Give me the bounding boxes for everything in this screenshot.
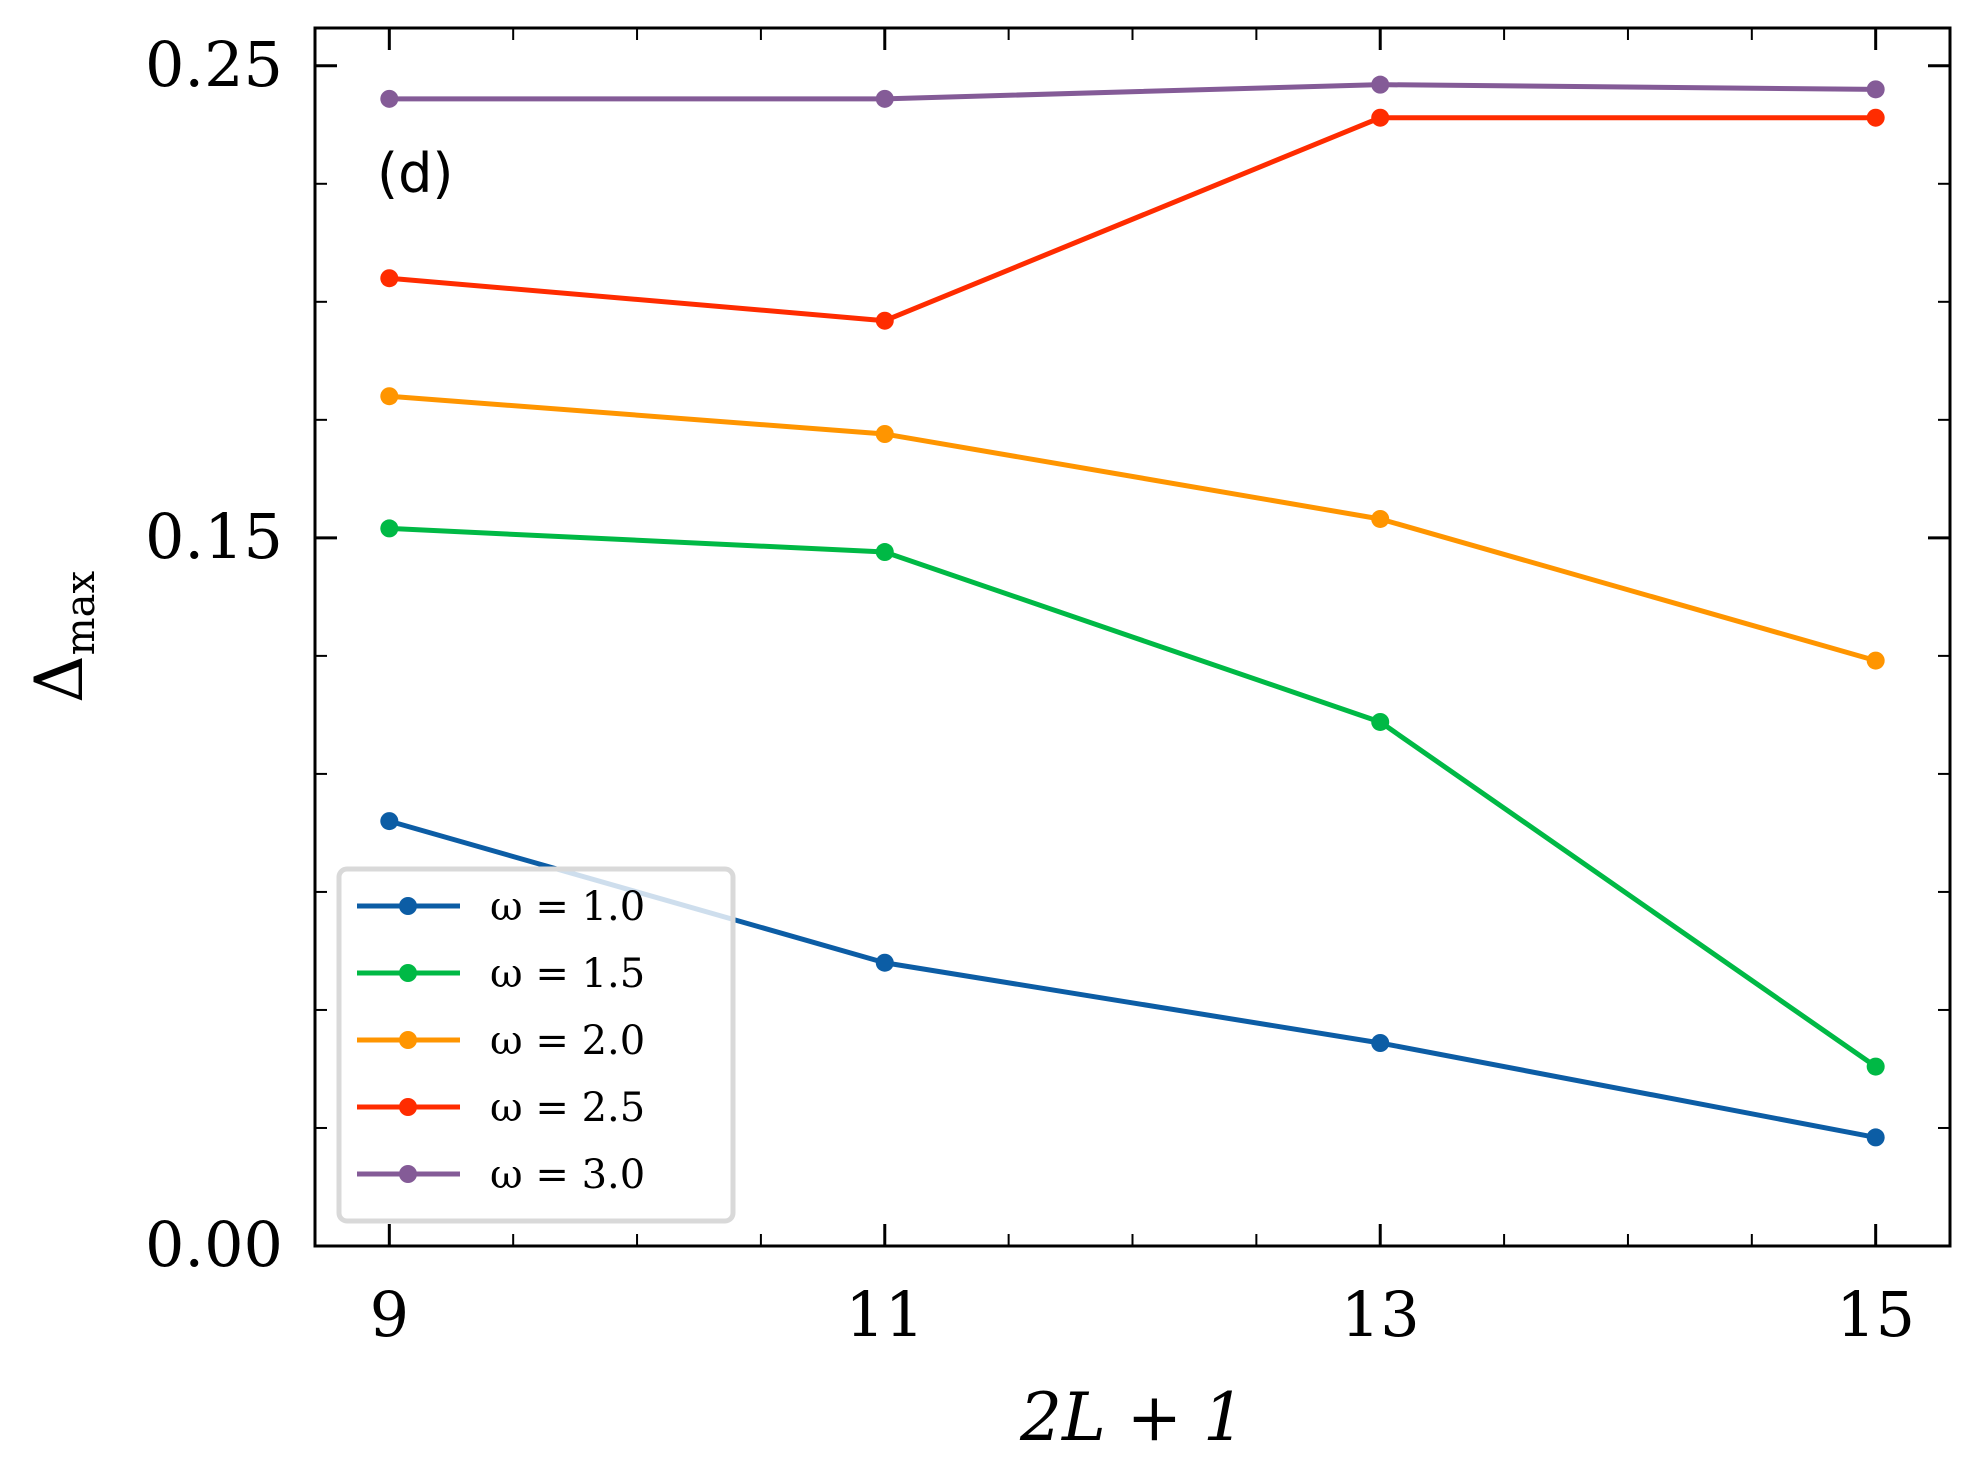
legend-entry: ω = 1.5 [357,951,645,997]
data-point [1866,80,1885,99]
data-point [1371,108,1390,127]
x-tick-label: 15 [1836,1278,1915,1351]
y-tick-labels: 0.00 0.15 0.25 [145,28,283,1281]
data-point [875,311,894,330]
data-point [1371,75,1390,94]
data-point [1371,1034,1390,1052]
x-tick-label: 11 [845,1278,924,1351]
data-point [1866,1128,1885,1147]
data-point [380,89,399,108]
axis-ticks [315,28,1950,1248]
y-tick-label: 0.15 [145,500,283,573]
legend-marker [399,1165,417,1183]
panel-label: (d) [377,142,453,205]
data-point [380,269,399,288]
plot-frame [313,26,1952,1248]
data-point [1866,108,1885,127]
legend-marker [399,1098,417,1116]
data-point [1371,509,1390,528]
legend-label: ω = 2.5 [490,1085,645,1131]
y-tick-label: 0.00 [145,1208,283,1281]
data-point [1371,712,1390,731]
data-point [1866,1057,1885,1076]
y-axis-label-subscript: max [58,571,104,656]
data-point [380,519,399,538]
legend-label: ω = 2.0 [490,1018,645,1064]
y-axis-label: Δmax [21,571,104,703]
series-line [389,525,1878,1069]
legend: ω = 1.0 ω = 1.5 ω = 2.0 ω = 2.5 ω = 3.0 [336,866,736,1224]
x-tick-labels: 9 11 13 15 [370,1278,1916,1351]
legend-entry: ω = 2.5 [357,1085,645,1131]
data-point [380,387,399,406]
series-line [389,82,1876,102]
legend-label: ω = 3.0 [490,1152,645,1198]
legend-label: ω = 1.5 [490,951,645,997]
data-point [875,425,894,443]
series-4 [380,75,1885,108]
legend-marker [399,964,417,982]
legend-entry: ω = 3.0 [357,1152,645,1198]
data-point [875,543,894,562]
data-point [380,812,399,831]
y-tick-label: 0.25 [145,28,283,101]
series-line [389,115,1876,324]
series-3 [380,108,1885,330]
legend-entry: ω = 1.0 [357,884,645,930]
series-2 [380,387,1885,670]
legend-entry: ω = 2.0 [357,1018,645,1064]
legend-marker [399,897,417,915]
series-line [389,393,1877,664]
data-point [875,953,894,972]
x-tick-label: 9 [370,1278,409,1351]
data-point [875,89,894,108]
y-axis-label-main: Δ [21,655,98,703]
series-1 [380,519,1885,1076]
legend-label: ω = 1.0 [490,884,645,930]
x-tick-label: 13 [1341,1278,1420,1351]
data-point [1866,651,1885,670]
svg-text:Δmax: Δmax [21,571,104,703]
legend-box [336,866,736,1224]
legend-marker [399,1031,417,1049]
x-axis-label: 2L + 1 [1019,1379,1245,1456]
